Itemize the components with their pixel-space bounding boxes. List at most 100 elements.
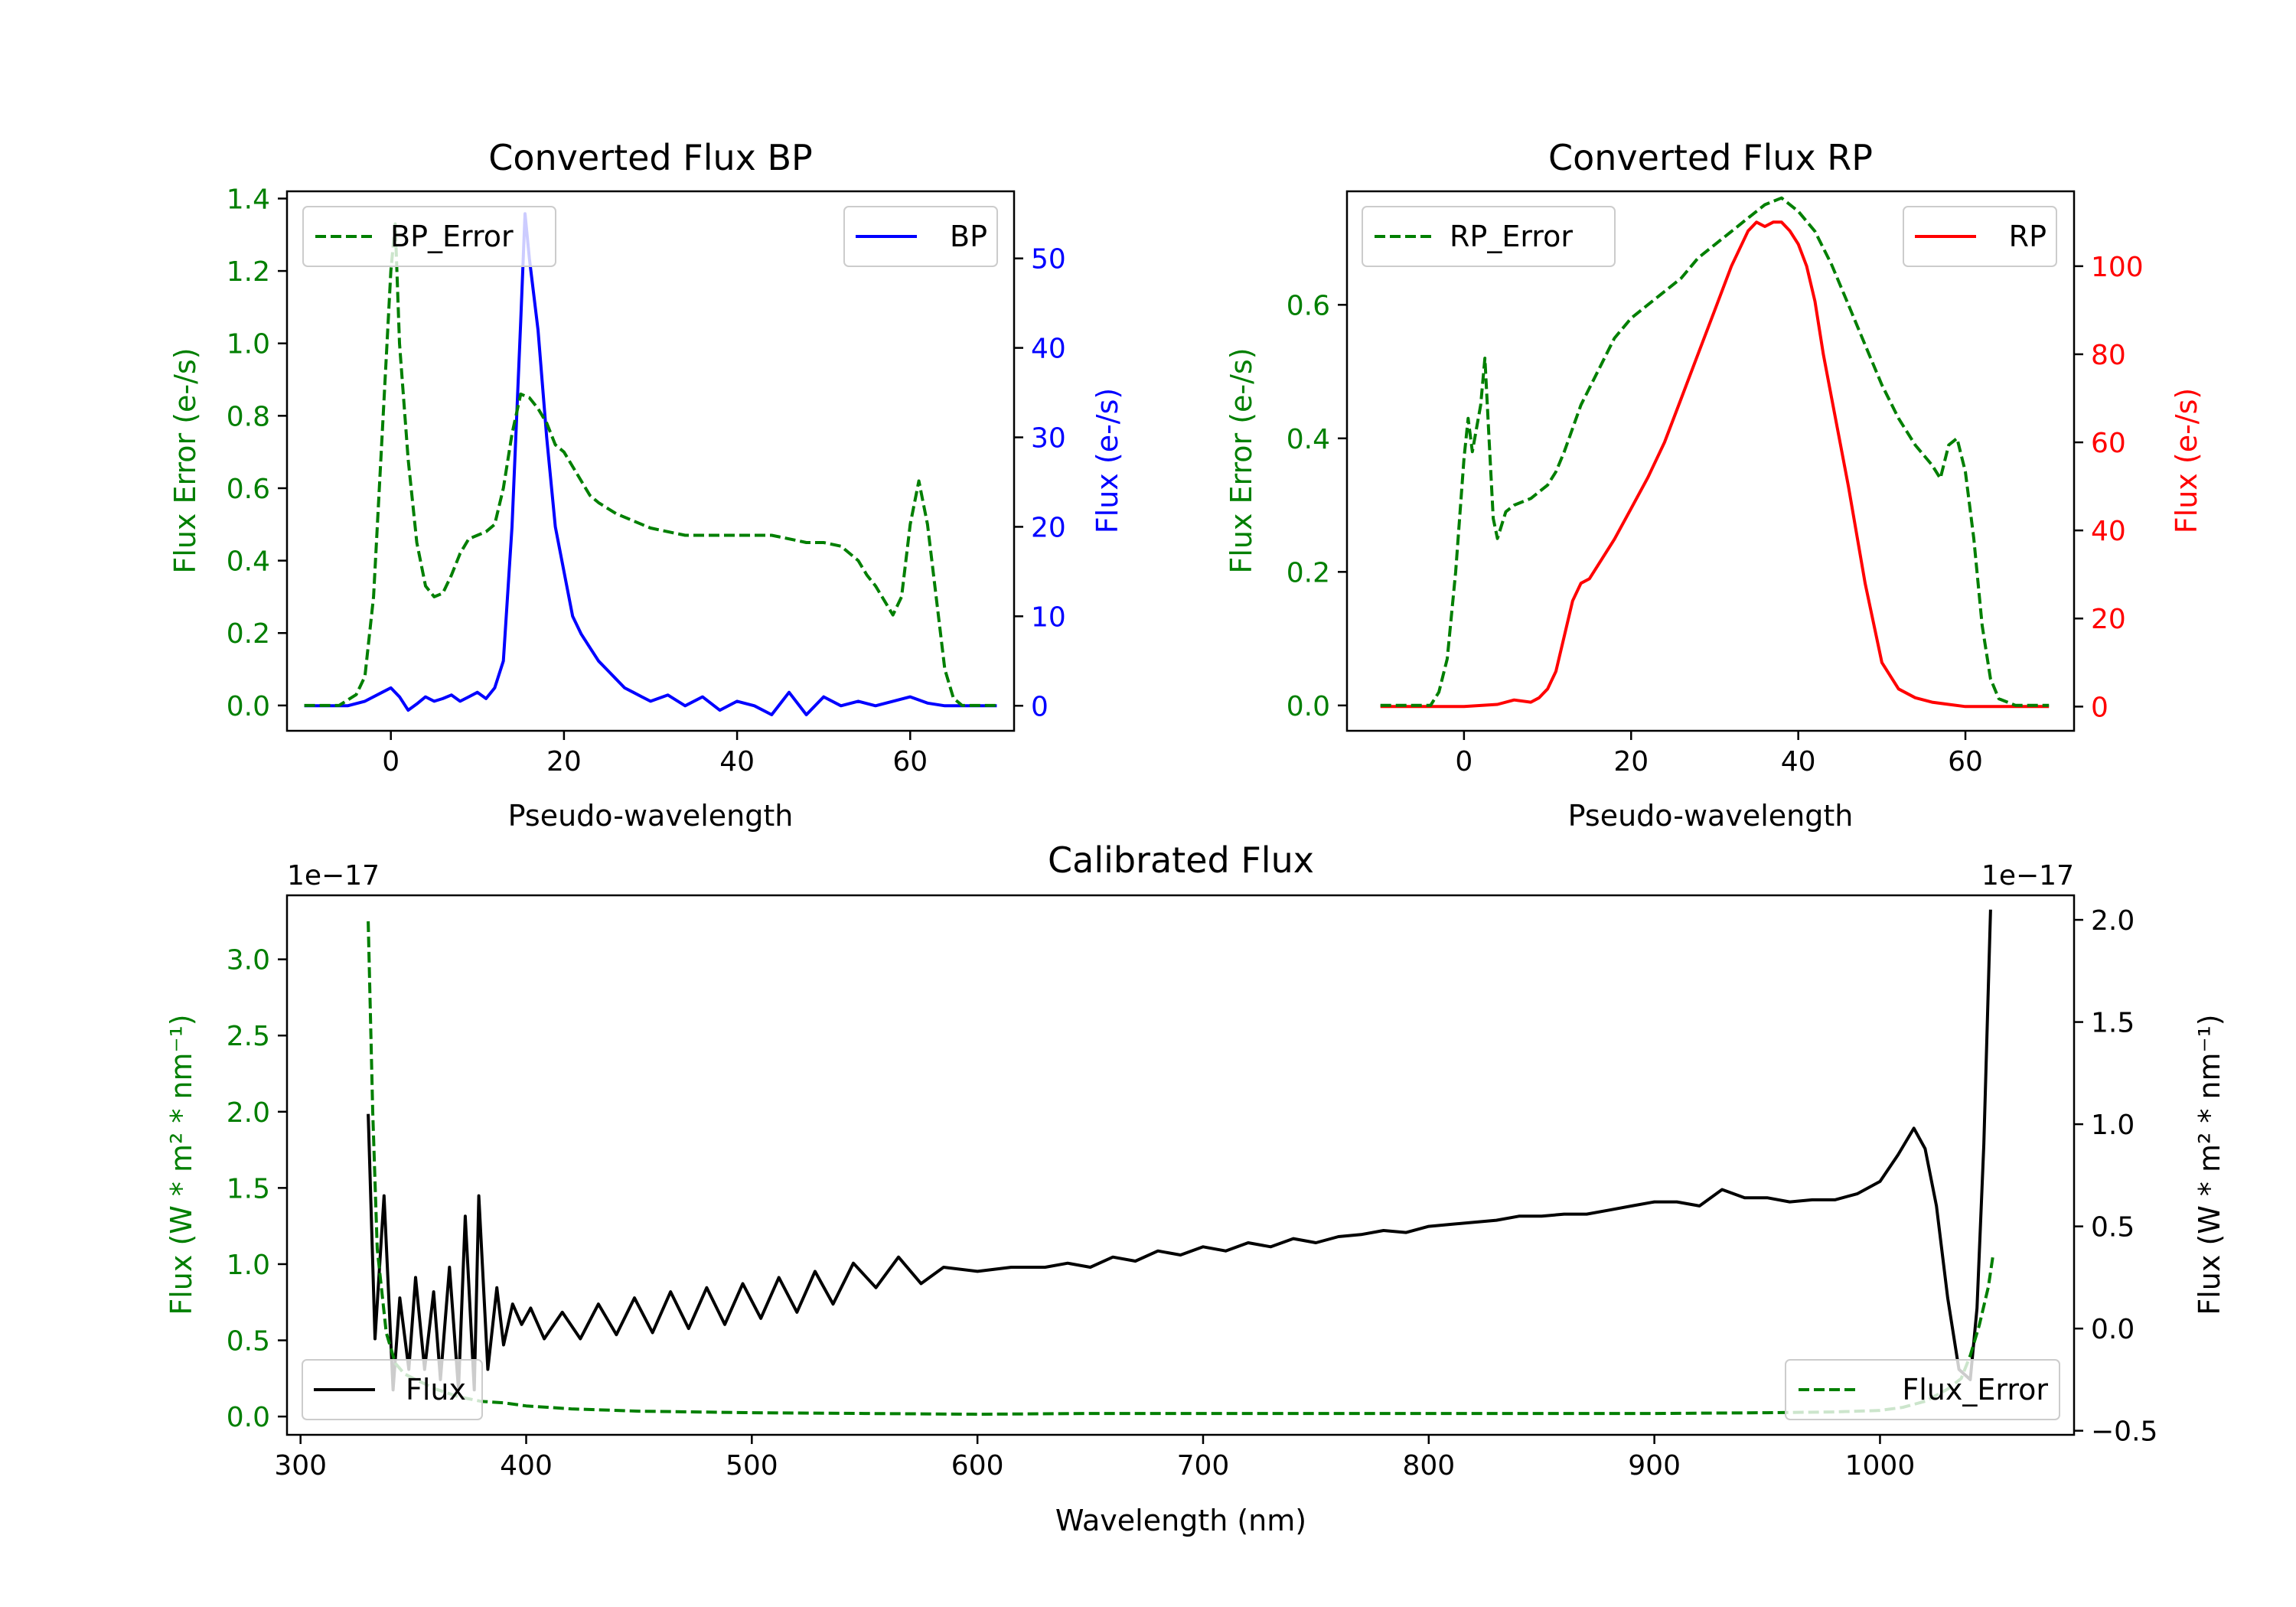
rp-y-left-tick-label: 0.4 [1287, 424, 1330, 455]
calibrated-y-right-tick-label: 0.0 [2091, 1314, 2135, 1345]
rp-y-axis-label-left: Flux Error (e-/s) [1225, 347, 1258, 573]
legend-flux-label: RP [2009, 220, 2047, 253]
calibrated-legend-flux[interactable]: Flux [302, 1359, 483, 1420]
calibrated-y-right-tick-label: 1.0 [2091, 1110, 2135, 1141]
rp-flux-series-line [1380, 220, 2050, 709]
bp-y-left-tick-label: 1.2 [227, 256, 270, 288]
rp-y-right-tick-label: 40 [2091, 516, 2126, 547]
bp-title: Converted Flux BP [488, 137, 813, 178]
calibrated-plot: 300 400 500 600 700 800 900 1000 0.0 0.5 1.0 1.5 2.0… [227, 905, 2158, 1482]
bp-plot: 0 20 40 60 0.0 0.2 0.4 0.6 0.8 1.0 1.2 1.4 0 10 20 30 40… [227, 184, 1066, 777]
bp-x-tick-label: 20 [546, 746, 582, 777]
bp-flux-series-line [304, 212, 997, 716]
legend-frame [1362, 206, 1616, 267]
calibrated-y-left-tick-label: 0.0 [227, 1402, 270, 1433]
rp-y-right-tick-label: 80 [2091, 340, 2126, 371]
bp-y-left-tick-label: 0.8 [227, 401, 270, 432]
bp-legend-error[interactable]: BP_Error [302, 206, 556, 267]
rp-x-tick-label: 40 [1781, 746, 1816, 777]
bp-y-right-tick-label: 30 [1031, 423, 1066, 455]
calibrated-offset-right: 1e−17 [1981, 860, 2074, 892]
calibrated-y-left-tick-label: 1.5 [227, 1173, 270, 1204]
bp-y-right-tick-label: 40 [1031, 334, 1066, 365]
calibrated-y-right-tick-label: 2.0 [2091, 905, 2135, 937]
calibrated-panel: Calibrated Flux 1e−17 1e−17 300 400 500 600… [165, 839, 2226, 1537]
bp-y-right-tick-label: 20 [1031, 512, 1066, 543]
bp-y-left-tick-label: 0.4 [227, 546, 270, 578]
bp-x-tick-label: 40 [719, 746, 755, 777]
calibrated-legend-error[interactable]: Flux_Error [1785, 1359, 2060, 1420]
bp-y-left-tick-label: 1.0 [227, 329, 270, 360]
bp-y-right-tick-label: 50 [1031, 244, 1066, 275]
legend-frame [1785, 1359, 2060, 1420]
bp-y-left-tick-label: 0.2 [227, 618, 270, 650]
rp-y-right-tick-label: 60 [2091, 428, 2126, 459]
rp-axes-frame [1345, 190, 2076, 732]
calibrated-x-tick-label: 500 [726, 1450, 778, 1482]
calibrated-y-axis-label-left: Flux (W * m² * nm⁻¹) [165, 1014, 198, 1315]
rp-y-axis-label-right: Flux (e-/s) [2170, 388, 2203, 533]
calibrated-y-left-tick-label: 3.0 [227, 945, 270, 976]
calibrated-flux-series-line [367, 909, 1992, 1392]
legend-error-label: RP_Error [1450, 220, 1573, 253]
rp-panel: Converted Flux RP 0 20 40 60 0.0 0.2 0.4 0.6 0 20… [1225, 137, 2203, 833]
bp-y-left-tick-label: 0.6 [227, 474, 270, 505]
legend-error-label: BP_Error [390, 220, 514, 253]
calibrated-x-tick-label: 1000 [1845, 1450, 1916, 1482]
rp-error-series-line [1380, 196, 2050, 707]
calibrated-y-left-tick-label: 0.5 [227, 1326, 270, 1358]
bp-y-right-tick-label: 0 [1031, 691, 1049, 722]
calibrated-x-tick-label: 800 [1402, 1450, 1455, 1482]
legend-frame [302, 1359, 483, 1420]
rp-x-tick-label: 20 [1613, 746, 1649, 777]
legend-flux-label: Flux [406, 1373, 466, 1407]
bp-axes-frame [285, 190, 1016, 732]
rp-x-axis-label: Pseudo-wavelength [1568, 799, 1854, 833]
calibrated-y-right-tick-label: 0.5 [2091, 1212, 2135, 1244]
bp-y-axis-label-right: Flux (e-/s) [1091, 388, 1124, 533]
rp-legend-error[interactable]: RP_Error [1362, 206, 1616, 267]
rp-y-right-tick-label: 0 [2091, 692, 2108, 723]
rp-y-right-tick-label: 20 [2091, 604, 2126, 635]
calibrated-x-tick-label: 300 [274, 1450, 327, 1482]
bp-panel: Converted Flux BP 0 20 40 60 0.0 0.2 0.4 0.6 0.8… [168, 137, 1124, 833]
rp-y-left-tick-label: 0.0 [1287, 691, 1330, 722]
calibrated-y-left-tick-label: 2.0 [227, 1097, 270, 1129]
bp-y-left-tick-label: 0.0 [227, 691, 270, 722]
rp-title: Converted Flux RP [1548, 137, 1873, 178]
bp-y-left-tick-label: 1.4 [227, 184, 270, 215]
rp-x-tick-label: 60 [1948, 746, 1983, 777]
rp-y-right-tick-label: 100 [2091, 252, 2144, 283]
legend-frame [843, 206, 998, 267]
bp-x-tick-label: 0 [382, 746, 400, 777]
rp-y-left-tick-label: 0.6 [1287, 290, 1330, 321]
legend-flux-label: BP [950, 220, 987, 253]
rp-x-tick-label: 0 [1455, 746, 1473, 777]
bp-x-tick-label: 60 [892, 746, 928, 777]
legend-error-label: Flux_Error [1902, 1373, 2048, 1407]
calibrated-offset-left: 1e−17 [287, 860, 380, 892]
bp-y-right-tick-label: 10 [1031, 601, 1066, 633]
calibrated-y-right-tick-label: −0.5 [2091, 1416, 2157, 1448]
calibrated-axes-frame [285, 894, 2076, 1436]
rp-y-left-tick-label: 0.2 [1287, 557, 1330, 588]
bp-y-axis-label-left: Flux Error (e-/s) [168, 347, 202, 573]
calibrated-x-tick-label: 600 [951, 1450, 1004, 1482]
rp-legend-flux[interactable]: RP [1903, 206, 2057, 267]
calibrated-x-tick-label: 400 [500, 1450, 553, 1482]
calibrated-x-axis-label: Wavelength (nm) [1055, 1504, 1306, 1537]
calibrated-x-tick-label: 700 [1177, 1450, 1230, 1482]
calibrated-x-tick-label: 900 [1628, 1450, 1681, 1482]
calibrated-y-axis-label-right: Flux (W * m² * nm⁻¹) [2193, 1014, 2226, 1315]
legend-frame [1903, 206, 2057, 267]
bp-x-axis-label: Pseudo-wavelength [508, 799, 794, 833]
calibrated-title: Calibrated Flux [1048, 839, 1314, 881]
calibrated-y-left-tick-label: 2.5 [227, 1021, 270, 1052]
legend-frame [302, 206, 556, 267]
bp-legend-flux[interactable]: BP [843, 206, 998, 267]
rp-plot: 0 20 40 60 0.0 0.2 0.4 0.6 0 20 40 60 80 100 [1287, 196, 2144, 777]
bp-error-series-line [304, 222, 997, 707]
calibrated-y-right-tick-label: 1.5 [2091, 1008, 2135, 1039]
calibrated-y-left-tick-label: 1.0 [227, 1250, 270, 1281]
